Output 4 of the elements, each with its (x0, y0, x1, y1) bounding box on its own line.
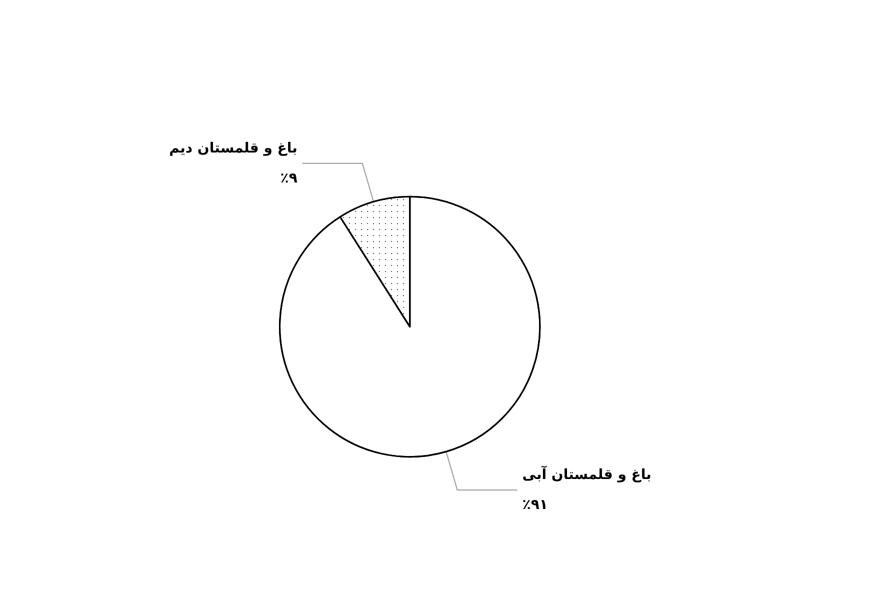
data-label: ٪۹۱ (522, 497, 548, 514)
slice-label: باغ و قلمستان دیم (169, 140, 298, 156)
slice-label: باغ و قلمستان آبی (522, 465, 652, 484)
data-label: ٪۹ (280, 170, 298, 186)
